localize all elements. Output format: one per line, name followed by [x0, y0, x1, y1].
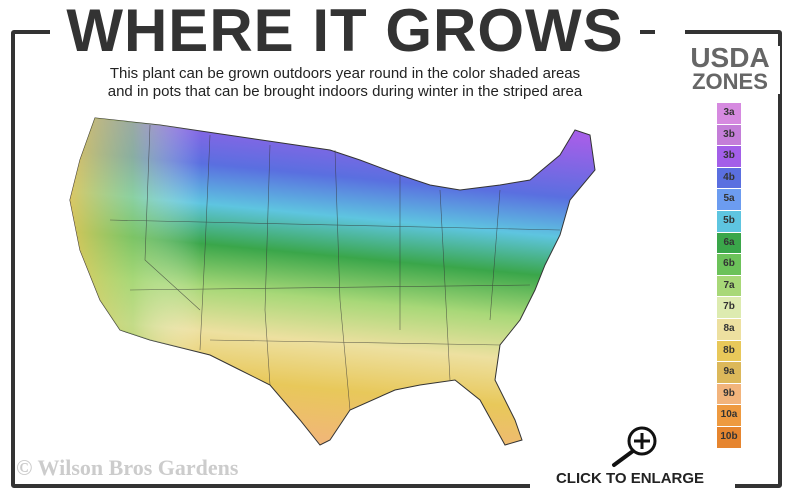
legend-zone-6b: 6b: [717, 254, 741, 275]
copyright-watermark: © Wilson Bros Gardens: [16, 455, 239, 480]
legend-zone-8a: 8a: [717, 318, 741, 340]
legend-zone-7a: 7a: [717, 275, 741, 297]
legend-title-line-2: ZONES: [692, 69, 768, 94]
page-title: WHERE IT GROWS: [50, 0, 640, 64]
legend-zone-10a: 10a: [717, 405, 741, 426]
legend-zone-7b: 7b: [717, 297, 741, 318]
legend-zone-10b: 10b: [717, 426, 741, 448]
subtitle-line-2: and in pots that can be brought indoors …: [107, 83, 583, 100]
legend-zone-3b: 3b: [717, 146, 741, 167]
zone-legend: 3a 3b 3b 4b 5a 5b 6a 6b 7a 7b 8a 8b 9a 9b 10a 10b: [717, 103, 741, 449]
magnifier-plus-icon[interactable]: [606, 420, 666, 470]
click-to-enlarge-button[interactable]: CLICK TO ENLARGE: [530, 470, 730, 487]
legend-title: USDA ZONES: [680, 42, 780, 94]
legend-zone-3b: 3b: [717, 124, 741, 146]
legend-zone-9a: 9a: [717, 362, 741, 383]
legend-zone-6a: 6a: [717, 232, 741, 254]
legend-zone-3a: 3a: [717, 103, 741, 124]
legend-zone-4b: 4b: [717, 167, 741, 189]
legend-zone-5a: 5a: [717, 189, 741, 210]
legend-title-line-1: USDA: [690, 42, 770, 73]
us-map-shape: [69, 117, 596, 446]
subtitle-line-1: This plant can be grown outdoors year ro…: [109, 65, 581, 82]
legend-zone-9b: 9b: [717, 383, 741, 405]
legend-zone-5b: 5b: [717, 210, 741, 232]
legend-zone-8b: 8b: [717, 340, 741, 362]
